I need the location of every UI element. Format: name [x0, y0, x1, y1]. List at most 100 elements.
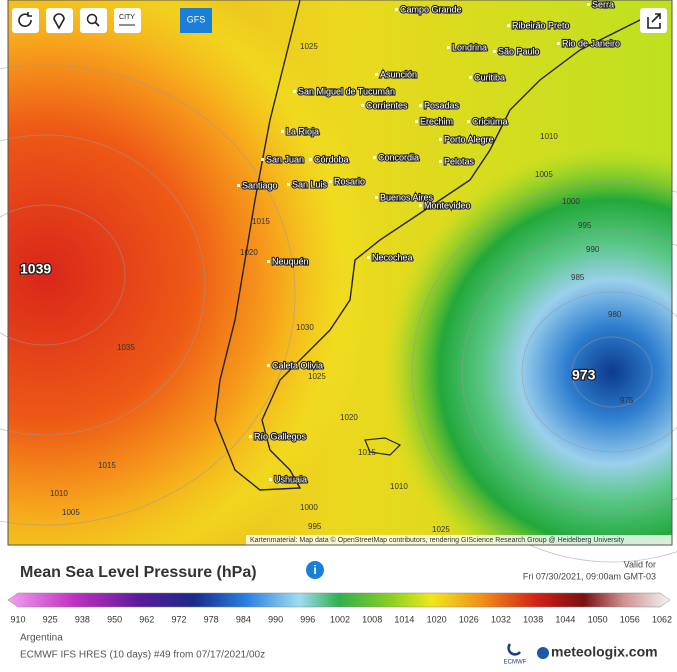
scale-tick-label: 1032	[491, 614, 511, 624]
city-dot	[467, 120, 470, 123]
city-label: Campo Grande	[400, 4, 462, 14]
valid-for: Valid for	[624, 559, 656, 569]
isobar-label: 1020	[240, 248, 258, 257]
city-dot	[469, 76, 472, 79]
zoom-icon	[86, 13, 98, 25]
pressure-center: 973	[572, 367, 596, 383]
isobar-label: 1005	[62, 508, 80, 517]
brand-icon	[537, 647, 549, 659]
location-icon	[53, 13, 65, 30]
city-label: Curitiba	[474, 72, 505, 82]
city-dot	[287, 183, 290, 186]
attribution: Kartenmaterial: Map data © OpenStreetMap…	[250, 536, 625, 544]
isobar-label: 1010	[50, 489, 68, 498]
city-label: Ribeirão Preto	[512, 20, 570, 30]
city-dot	[557, 42, 560, 45]
city-label: Concordia	[378, 152, 419, 162]
city-dot	[447, 46, 450, 49]
ecmwf-icon	[507, 643, 521, 656]
city-button-label: CITY	[119, 14, 135, 21]
falkland-islands	[364, 437, 402, 456]
city-label: Caleta Olivia	[272, 360, 323, 370]
scale-tick-label: 1008	[362, 614, 382, 624]
city-dot	[507, 24, 510, 27]
city-dot	[329, 180, 332, 183]
isobar-label: 995	[308, 522, 322, 531]
city-label: Rosario	[334, 176, 365, 186]
city-label: La Rioja	[286, 126, 319, 136]
city-dot	[375, 196, 378, 199]
isobars	[0, 64, 677, 563]
city-dot	[267, 260, 270, 263]
info-button[interactable]	[306, 561, 324, 579]
isobar-label: 990	[586, 245, 600, 254]
zoom-icon-handle	[94, 21, 100, 27]
refresh-icon	[18, 12, 32, 27]
scale-tick-label: 978	[204, 614, 219, 624]
isobar-label: 975	[620, 396, 634, 405]
city-label: San Miguel de Tucumán	[298, 86, 395, 96]
city-label: São Paulo	[498, 46, 540, 56]
city-label: Montevideo	[424, 200, 471, 210]
brand: meteologix.com	[551, 644, 658, 660]
pressure-center: 1039	[20, 261, 51, 277]
isobar-label: 1020	[340, 413, 358, 422]
low-pressure-field	[8, 0, 672, 545]
city-dot	[237, 184, 240, 187]
city-label: Serra	[592, 0, 614, 9]
city-label: Criciúma	[472, 116, 508, 126]
city-dot	[281, 130, 284, 133]
city-dot	[267, 364, 270, 367]
scale-tick-label: 990	[268, 614, 283, 624]
coastline	[214, 0, 661, 491]
isobar-label: 995	[578, 221, 592, 230]
scale-tick-label: 996	[300, 614, 315, 624]
isobar-label: 1005	[535, 170, 553, 179]
city-label: Pelotas	[444, 156, 475, 166]
scale-tick-label: 1038	[523, 614, 543, 624]
valid-time: Fri 07/30/2021, 09:00am GMT-03	[523, 571, 656, 581]
city-label: Córdoba	[314, 154, 349, 164]
isobar-label: 1010	[540, 132, 558, 141]
region: Argentina	[20, 633, 63, 644]
city-label: Ushuaia	[274, 474, 307, 484]
city-dot	[367, 256, 370, 259]
scale-tick-label: 972	[171, 614, 186, 624]
city-label: Porto Alegre	[444, 134, 494, 144]
city-label: Erechim	[420, 116, 453, 126]
color-scale	[7, 592, 671, 608]
city-dot	[249, 435, 252, 438]
isobar-label: 1025	[300, 42, 318, 51]
isobar-label: 1000	[562, 197, 580, 206]
city-dot	[419, 104, 422, 107]
scale-tick-label: 1026	[459, 614, 479, 624]
city-dot	[361, 104, 364, 107]
scale-tick-label: 1056	[620, 614, 640, 624]
attribution-bg	[246, 535, 672, 545]
city-dot	[375, 73, 378, 76]
scale-tick-label: 1044	[555, 614, 575, 624]
city-dot	[309, 158, 312, 161]
isobar-label: 1035	[117, 343, 135, 352]
scale-tick-label: 962	[139, 614, 154, 624]
gfs-button-label: GFS	[187, 14, 206, 24]
scale-tick-label: 950	[107, 614, 122, 624]
zoom-button[interactable]	[80, 8, 107, 33]
city-label: Londrina	[452, 42, 487, 52]
city-label: Asunción	[380, 69, 417, 79]
gfs-button[interactable]	[180, 8, 212, 33]
city-dot	[587, 3, 590, 6]
city-button[interactable]	[114, 8, 141, 33]
scale-tick-label: 1020	[427, 614, 447, 624]
scale-tick-label: 1014	[394, 614, 414, 624]
city-label: San Juan	[266, 154, 304, 164]
city-label: Corrientes	[366, 100, 408, 110]
city-dot	[415, 120, 418, 123]
isobar-label: 1030	[296, 323, 314, 332]
info-icon: i	[313, 563, 316, 577]
city-dot	[439, 160, 442, 163]
isobar-label: 980	[608, 310, 622, 319]
refresh-button[interactable]	[12, 8, 39, 33]
location-button[interactable]	[46, 8, 73, 33]
